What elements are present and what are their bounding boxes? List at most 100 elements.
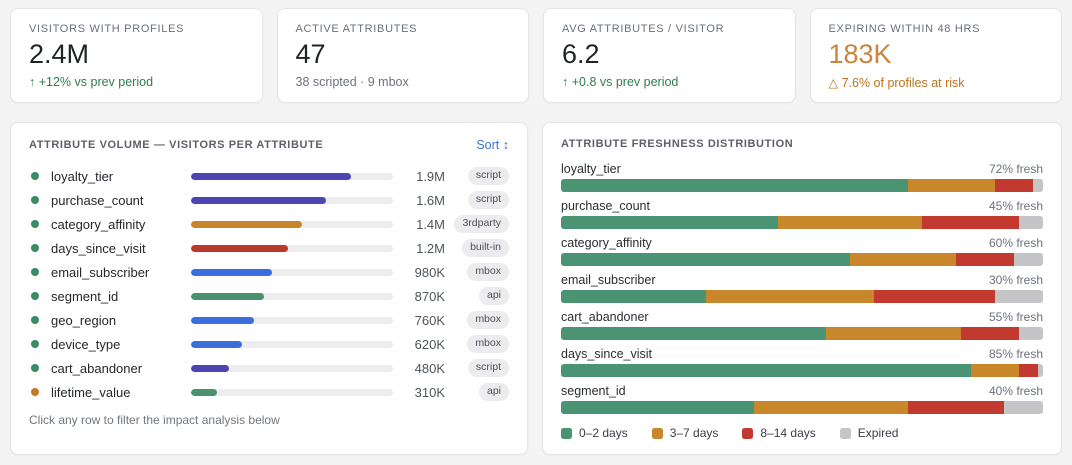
attribute-status-dot-icon [31, 172, 39, 180]
volume-bar-fill [191, 220, 303, 228]
volume-panel-title: ATTRIBUTE VOLUME — VISITORS PER ATTRIBUT… [29, 139, 324, 151]
attribute-value: 1.2M [416, 240, 445, 256]
attribute-row[interactable]: email_subscriber 980K mbox [29, 260, 509, 284]
attribute-row[interactable]: purchase_count 1.6M script [29, 188, 509, 212]
kpi-label: VISITORS WITH PROFILES [29, 23, 185, 35]
legend-label: 3–7 days [669, 426, 719, 440]
freshness-panel-header: ATTRIBUTE FRESHNESS DISTRIBUTION [561, 138, 1043, 150]
freshness-segment [1018, 216, 1043, 229]
attribute-row[interactable]: category_affinity 1.4M 3rdparty [29, 212, 509, 236]
volume-panel-header: ATTRIBUTE VOLUME — VISITORS PER ATTRIBUT… [29, 138, 509, 152]
attribute-name: lifetime_value [51, 384, 131, 400]
attribute-value: 480K [414, 360, 445, 376]
sort-button[interactable]: Sort ↕ [476, 138, 509, 152]
freshness-segment [970, 364, 1019, 377]
freshness-segment [994, 290, 1043, 303]
kpi-label: ACTIVE ATTRIBUTES [295, 23, 418, 35]
attribute-source-badge: built-in [462, 239, 509, 257]
attribute-name: cart_abandoner [51, 360, 143, 376]
freshness-segment [561, 364, 971, 377]
legend-swatch-icon [651, 427, 663, 439]
freshness-stacked-bar [561, 327, 1043, 340]
attribute-row[interactable]: segment_id 870K api [29, 284, 509, 308]
freshness-row-labels: loyalty_tier 72% fresh [561, 162, 1043, 176]
kpi-delta: ↑ +12% vs prev period [29, 74, 154, 89]
attribute-row[interactable]: cart_abandoner 480K script [29, 356, 509, 380]
attribute-value: 870K [414, 288, 445, 304]
freshness-panel-title: ATTRIBUTE FRESHNESS DISTRIBUTION [561, 138, 794, 150]
attribute-row[interactable]: lifetime_value 310K api [29, 380, 509, 404]
volume-bar-track [191, 292, 393, 300]
freshness-row: cart_abandoner 55% fresh [561, 310, 1043, 340]
volume-panel-hint: Click any row to filter the impact analy… [29, 413, 280, 427]
freshness-segment [1018, 327, 1043, 340]
freshness-row-labels: segment_id 40% fresh [561, 384, 1043, 398]
freshness-segment [561, 401, 754, 414]
kpi-card-visitors-with-profiles: VISITORS WITH PROFILES 2.4M ↑ +12% vs pr… [10, 8, 263, 103]
attribute-name: email_subscriber [51, 264, 150, 280]
legend-item: 3–7 days [651, 426, 719, 440]
attribute-status-dot-icon [31, 316, 39, 324]
freshness-segment [956, 253, 1015, 266]
attribute-value: 1.9M [416, 168, 445, 184]
attribute-badge-cell: built-in [451, 239, 509, 257]
volume-bar-track [191, 196, 393, 204]
freshness-segment [874, 290, 995, 303]
attribute-status-dot-icon [31, 220, 39, 228]
freshness-row-list: loyalty_tier 72% fresh purchase_count 45… [561, 162, 1043, 414]
freshness-stacked-bar [561, 253, 1043, 266]
volume-bar-fill [191, 172, 351, 180]
attribute-volume-panel: ATTRIBUTE VOLUME — VISITORS PER ATTRIBUT… [10, 122, 528, 455]
freshness-stacked-bar [561, 290, 1043, 303]
kpi-value: 183K [828, 39, 892, 69]
attribute-value: 1.6M [416, 192, 445, 208]
attribute-badge-cell: script [451, 359, 509, 377]
freshness-legend: 0–2 days 3–7 days 8–14 days Expired [561, 426, 1043, 440]
attribute-source-badge: script [467, 191, 509, 209]
kpi-delta: ↑ +0.8 vs prev period [562, 74, 679, 89]
freshness-segment [1014, 253, 1043, 266]
freshness-segment [908, 179, 995, 192]
freshness-segment [1038, 364, 1043, 377]
attribute-name: device_type [51, 336, 121, 352]
volume-bar-fill [191, 316, 254, 324]
legend-swatch-icon [839, 427, 851, 439]
kpi-row: VISITORS WITH PROFILES 2.4M ↑ +12% vs pr… [10, 8, 1062, 103]
freshness-segment [561, 179, 909, 192]
kpi-label: AVG ATTRIBUTES / VISITOR [562, 23, 725, 35]
freshness-row-labels: email_subscriber 30% fresh [561, 273, 1043, 287]
attribute-badge-cell: mbox [451, 311, 509, 329]
attribute-row[interactable]: days_since_visit 1.2M built-in [29, 236, 509, 260]
kpi-value: 6.2 [562, 39, 600, 69]
freshness-stacked-bar [561, 216, 1043, 229]
attribute-source-badge: 3rdparty [454, 215, 509, 233]
freshness-stacked-bar [561, 179, 1043, 192]
attribute-row[interactable]: loyalty_tier 1.9M script [29, 164, 509, 188]
volume-row-list: loyalty_tier 1.9M script purchase_count … [29, 164, 509, 404]
volume-bar-track [191, 220, 393, 228]
attribute-name: loyalty_tier [51, 168, 114, 184]
freshness-attribute-name: loyalty_tier [561, 162, 621, 176]
kpi-card-active-attributes: ACTIVE ATTRIBUTES 47 38 scripted · 9 mbo… [276, 8, 529, 103]
freshness-segment [561, 253, 851, 266]
freshness-percent-label: 30% fresh [988, 273, 1043, 287]
volume-bar-track [191, 244, 393, 252]
legend-item: 8–14 days [742, 426, 816, 440]
freshness-segment [561, 216, 778, 229]
volume-bar-fill [191, 388, 218, 396]
attribute-row[interactable]: geo_region 760K mbox [29, 308, 509, 332]
attribute-value: 310K [414, 384, 445, 400]
freshness-row-labels: cart_abandoner 55% fresh [561, 310, 1043, 324]
freshness-percent-label: 85% fresh [988, 347, 1043, 361]
freshness-row: segment_id 40% fresh [561, 384, 1043, 414]
attribute-freshness-panel: ATTRIBUTE FRESHNESS DISTRIBUTION loyalty… [542, 122, 1062, 455]
attribute-row[interactable]: device_type 620K mbox [29, 332, 509, 356]
attribute-source-badge: script [467, 359, 509, 377]
freshness-percent-label: 40% fresh [988, 384, 1043, 398]
freshness-row: purchase_count 45% fresh [561, 199, 1043, 229]
volume-bar-fill [191, 292, 264, 300]
attribute-status-dot-icon [31, 196, 39, 204]
freshness-stacked-bar [561, 401, 1043, 414]
freshness-segment [1033, 179, 1043, 192]
